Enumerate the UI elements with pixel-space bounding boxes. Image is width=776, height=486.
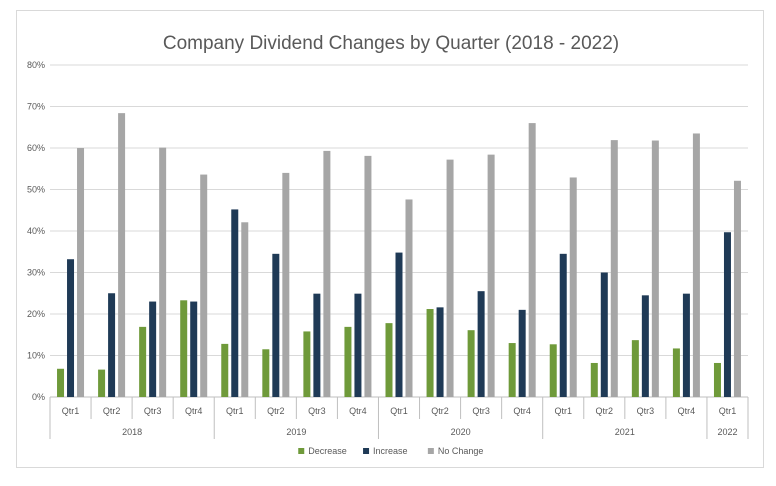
bar-increase — [108, 293, 116, 397]
y-tick-label: 80% — [27, 60, 45, 70]
bar-no-change — [405, 199, 413, 397]
x-axis: Qtr1 Qtr2 Qtr3 Qtr4 Qtr1 Qtr2 Qtr3 Qtr4 Qtr1 Qtr2… — [49, 397, 749, 439]
bar-decrease — [221, 343, 229, 397]
y-tick-label: 0% — [32, 392, 45, 402]
bar-decrease — [713, 362, 721, 397]
legend-swatch — [427, 448, 434, 454]
legend-label: Increase — [373, 446, 408, 456]
y-tick-label: 70% — [27, 102, 45, 112]
x-group-label: 2022 — [717, 427, 737, 437]
x-group-label: 2018 — [122, 427, 142, 437]
x-tick-label: Qtr3 — [637, 406, 655, 416]
bar-decrease — [139, 326, 147, 397]
legend-swatch — [298, 448, 305, 454]
bar-increase — [477, 291, 485, 397]
bar-no-change — [446, 159, 454, 397]
bar-no-change — [610, 140, 618, 398]
x-tick-label: Qtr1 — [62, 406, 80, 416]
bar-no-change — [118, 113, 126, 397]
x-tick-label: Qtr4 — [185, 406, 203, 416]
y-tick-label: 20% — [27, 309, 45, 319]
bar-increase — [723, 232, 731, 397]
x-tick-label: Qtr3 — [308, 406, 326, 416]
bar-decrease — [98, 369, 106, 397]
bar-increase — [436, 307, 444, 397]
bar-decrease — [467, 330, 475, 397]
bar-increase — [67, 259, 75, 397]
x-group-label: 2021 — [615, 427, 635, 437]
bar-increase — [559, 253, 567, 397]
x-tick-label: Qtr4 — [678, 406, 696, 416]
x-tick-label: Qtr2 — [103, 406, 121, 416]
bar-no-change — [569, 177, 577, 397]
bar-decrease — [590, 362, 598, 397]
x-tick-label: Qtr2 — [431, 406, 449, 416]
bar-increase — [600, 272, 608, 397]
x-group-label: 2019 — [286, 427, 306, 437]
bar-no-change — [487, 154, 495, 397]
bar-increase — [190, 301, 198, 397]
x-tick-label: Qtr4 — [513, 406, 531, 416]
bar-no-change — [651, 140, 659, 397]
bar-no-change — [528, 123, 536, 397]
bars — [57, 113, 741, 398]
chart-title: Company Dividend Changes by Quarter (201… — [163, 33, 619, 54]
bar-increase — [682, 293, 690, 397]
legend-label: Decrease — [308, 446, 347, 456]
x-tick-label: Qtr2 — [596, 406, 614, 416]
bar-decrease — [672, 348, 680, 397]
x-tick-label: Qtr4 — [349, 406, 367, 416]
y-tick-label: 60% — [27, 143, 45, 153]
y-tick-label: 40% — [27, 226, 45, 236]
bar-decrease — [262, 349, 270, 397]
bar-decrease — [344, 326, 352, 397]
bar-no-change — [241, 222, 249, 397]
bar-decrease — [549, 344, 557, 397]
bar-decrease — [57, 368, 65, 397]
x-tick-label: Qtr1 — [554, 406, 572, 416]
bar-no-change — [364, 155, 372, 397]
bar-decrease — [426, 309, 434, 397]
bar-increase — [313, 293, 321, 397]
bar-no-change — [282, 172, 290, 397]
x-tick-label: Qtr1 — [719, 406, 737, 416]
bar-increase — [518, 309, 526, 397]
bar-increase — [641, 295, 649, 397]
bar-decrease — [180, 300, 188, 397]
bar-decrease — [631, 340, 639, 397]
bar-increase — [395, 252, 403, 397]
bar-decrease — [385, 323, 393, 397]
y-tick-label: 50% — [27, 185, 45, 195]
legend: Decrease Increase No Change — [298, 446, 483, 456]
bar-increase — [149, 301, 157, 397]
y-tick-label: 30% — [27, 268, 45, 278]
x-tick-label: Qtr1 — [226, 406, 244, 416]
legend-label: No Change — [438, 446, 484, 456]
legend-swatch — [363, 448, 370, 454]
y-tick-label: 10% — [27, 351, 45, 361]
bar-no-change — [77, 148, 85, 397]
bar-no-change — [692, 133, 700, 397]
chart-svg: Company Dividend Changes by Quarter (201… — [27, 33, 749, 456]
chart-frame: Company Dividend Changes by Quarter (201… — [16, 10, 764, 468]
x-group-label: 2020 — [451, 427, 471, 437]
bar-increase — [272, 253, 280, 397]
bar-decrease — [508, 343, 516, 397]
bar-no-change — [200, 174, 208, 397]
x-tick-label: Qtr3 — [144, 406, 162, 416]
bar-no-change — [159, 147, 167, 397]
x-tick-label: Qtr1 — [390, 406, 408, 416]
bar-no-change — [733, 180, 741, 397]
bar-increase — [354, 293, 362, 397]
bar-no-change — [323, 150, 331, 397]
x-tick-label: Qtr2 — [267, 406, 285, 416]
bar-decrease — [303, 331, 311, 397]
bar-increase — [231, 209, 239, 397]
x-tick-label: Qtr3 — [472, 406, 490, 416]
